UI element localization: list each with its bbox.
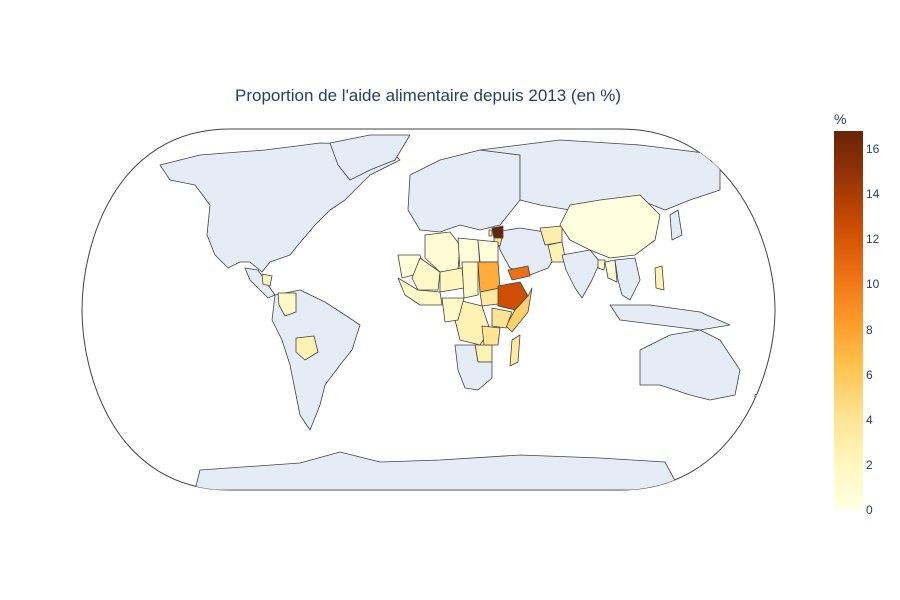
australia-land xyxy=(639,329,741,401)
colorbar-tick-label: 10 xyxy=(866,277,880,292)
country-madagascar xyxy=(509,334,521,367)
russia-land xyxy=(479,139,721,211)
country-nicaragua xyxy=(261,273,273,287)
country-colombia xyxy=(277,292,297,317)
colorbar-tick-label: 4 xyxy=(866,412,873,427)
country-myanmar xyxy=(604,259,618,283)
india-land xyxy=(561,249,601,299)
country-bangladesh xyxy=(597,259,606,271)
colorbar-tick-label: 6 xyxy=(866,367,873,382)
country-yemen xyxy=(507,265,531,281)
southeast-asia-land xyxy=(614,257,641,301)
colorbar xyxy=(834,131,863,510)
country-kenya xyxy=(491,307,513,329)
greenland-land xyxy=(329,134,411,181)
colorbar-tick-label: 12 xyxy=(866,232,880,247)
country-sudan xyxy=(477,261,501,293)
colorbar-tick-label: 0 xyxy=(866,503,873,517)
country-bolivia xyxy=(295,335,319,361)
country-chad xyxy=(461,261,479,299)
central-africa-land xyxy=(441,297,465,323)
country-lebanon xyxy=(488,229,493,237)
colorbar-title: % xyxy=(834,111,847,127)
colorbar-tick-label: 16 xyxy=(866,142,880,157)
country-niger xyxy=(439,267,465,293)
west-africa-land xyxy=(397,277,443,306)
country-philippines xyxy=(654,265,665,291)
indonesia-land xyxy=(609,304,731,331)
antarctica-land xyxy=(194,451,681,490)
colorbar-tick-label: 8 xyxy=(866,322,873,337)
country-china xyxy=(559,194,661,259)
japan-land xyxy=(669,209,683,241)
country-egypt xyxy=(477,239,499,263)
colorbar-tick-label: 14 xyxy=(866,187,880,202)
southern-africa-land xyxy=(454,344,493,391)
south-america-land xyxy=(271,289,361,431)
country-mali xyxy=(411,257,441,291)
new-zealand-land xyxy=(754,391,763,413)
europe-land xyxy=(407,149,521,233)
colorbar-tick-label: 2 xyxy=(866,457,873,472)
east-africa-land xyxy=(481,325,501,346)
chart-title: Proportion de l'aide alimentaire depuis … xyxy=(235,86,621,105)
country-syria xyxy=(491,225,504,239)
central-america-land xyxy=(244,267,276,299)
